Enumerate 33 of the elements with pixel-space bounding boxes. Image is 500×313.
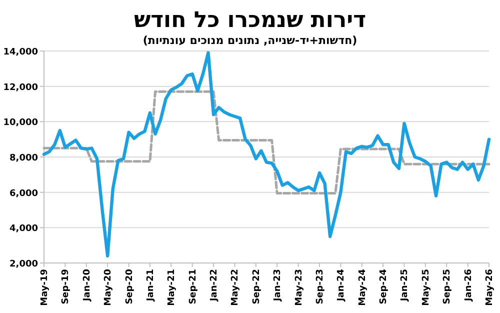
x-tick-label: May-26	[485, 269, 495, 306]
line-series	[42, 51, 491, 258]
x-tick-label: May-23	[294, 269, 304, 306]
x-tick-label: Sep-23	[315, 269, 326, 304]
y-tick-label: 8,000	[10, 154, 38, 164]
x-tick-label: Jan-26	[464, 269, 474, 302]
x-tick-label: May-19	[40, 269, 50, 306]
x-tick-label: Sep-22	[252, 269, 262, 304]
x-tick-label: Sep-19	[61, 269, 72, 304]
x-tick-label: Jan-25	[400, 269, 410, 302]
x-tick-label: Jan-21	[146, 269, 156, 302]
x-tick-label: Sep-24	[379, 269, 390, 304]
x-tick-label: Sep-20	[124, 269, 135, 304]
y-tick-label: 14,000	[3, 48, 38, 58]
chart-title: דירות שנמכרו כל חודש	[134, 8, 366, 33]
line-series	[42, 90, 490, 194]
y-tick-label: 12,000	[3, 82, 38, 93]
x-tick-label: May-24	[358, 269, 368, 306]
x-tick-label: May-22	[230, 269, 241, 306]
x-tick-label: May-21	[167, 269, 178, 306]
x-tick-label: Jan-23	[273, 269, 284, 302]
x-tick-label: Sep-21	[188, 269, 198, 304]
y-tick-label: 2,000	[10, 260, 38, 270]
x-tick-label: Jan-22	[210, 269, 220, 302]
y-tick-label: 6,000	[10, 188, 38, 199]
chart-subtitle: (חדשות+יד-שנייה, נתונים מנוכים עונתיות)	[142, 34, 358, 47]
x-tick-label: May-20	[104, 269, 114, 306]
x-tick-label: Jan-20	[82, 269, 92, 302]
y-tick-label: 10,000	[3, 118, 38, 128]
x-tick-label: Sep-25	[442, 269, 453, 304]
x-tick-label: May-25	[421, 269, 432, 306]
y-tick-label: 4,000	[10, 224, 38, 234]
x-tick-label: Jan-24	[336, 269, 347, 302]
